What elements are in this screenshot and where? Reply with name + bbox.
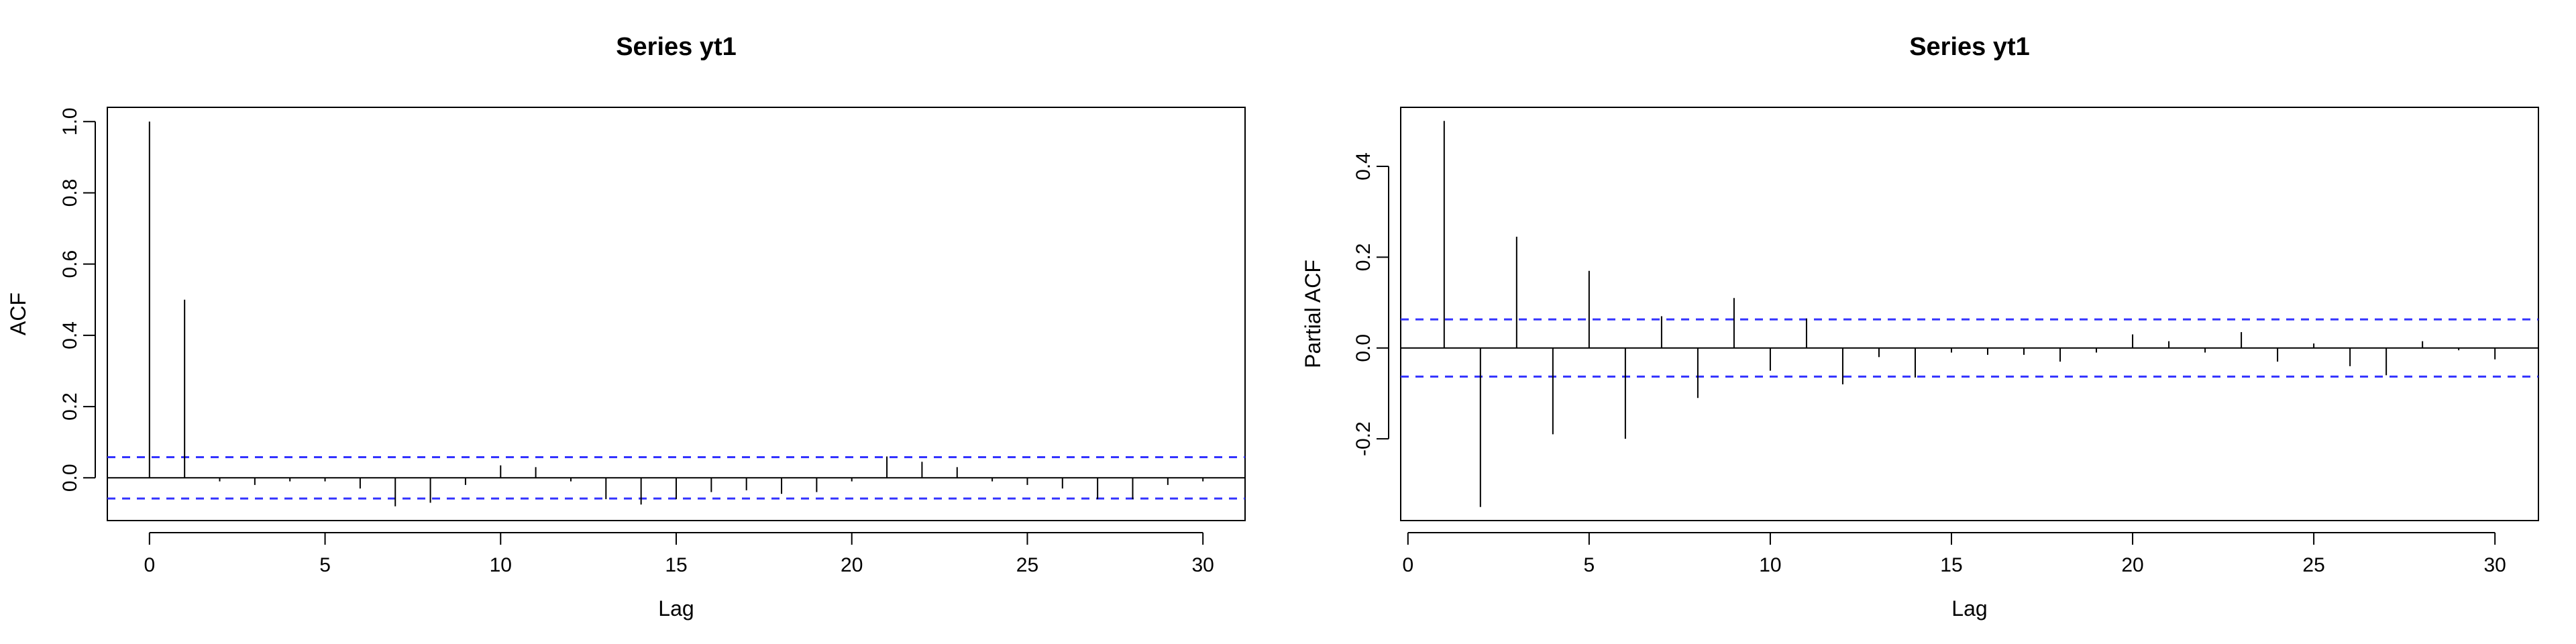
acf-x-tick-label: 10 <box>490 554 512 576</box>
pacf-y-tick-label: 0.0 <box>1352 334 1375 362</box>
pacf-panel: Series yt1 Lag Partial ACF 0 5 10 15 20 25 30 -… <box>1301 33 2539 621</box>
acf-x-tick-label: 25 <box>1016 554 1038 576</box>
pacf-x-tick-label: 20 <box>2121 554 2143 576</box>
acf-x-tick-label: 0 <box>144 554 155 576</box>
acf-x-axis-label: Lag <box>658 596 694 621</box>
pacf-y-tick-label: 0.4 <box>1352 152 1375 180</box>
acf-y-tick-label: 0.8 <box>59 179 81 207</box>
acf-y-tick-label: 0.2 <box>59 392 81 421</box>
acf-x-tick-label: 15 <box>665 554 687 576</box>
acf-y-tick-label: 0.4 <box>59 321 81 350</box>
acf-x-tick-label: 20 <box>841 554 863 576</box>
acf-plot-frame <box>107 107 1246 521</box>
pacf-x-tick-label: 5 <box>1584 554 1595 576</box>
acf-marks: 0 5 10 15 20 25 30 0.0 0.2 0.4 0.6 0.8 1.0 <box>59 107 1245 576</box>
pacf-marks: 0 5 10 15 20 25 30 -0.2 0.0 0.2 0.4 <box>1352 121 2538 576</box>
acf-y-tick-label: 1.0 <box>59 107 81 136</box>
pacf-y-axis-label: Partial ACF <box>1301 260 1325 368</box>
pacf-x-tick-label: 30 <box>2483 554 2506 576</box>
acf-x-tick-label: 5 <box>319 554 331 576</box>
acf-y-tick-label: 0.6 <box>59 250 81 278</box>
acf-y-axis-label: ACF <box>6 292 30 335</box>
pacf-x-tick-label: 10 <box>1759 554 1781 576</box>
pacf-x-tick-label: 0 <box>1402 554 1413 576</box>
acf-title: Series yt1 <box>616 33 737 61</box>
pacf-x-tick-label: 25 <box>2302 554 2324 576</box>
pacf-y-tick-label: -0.2 <box>1352 421 1375 456</box>
pacf-plot-frame <box>1400 107 2539 521</box>
acf-panel: Series yt1 Lag ACF 0 5 10 15 20 25 30 0.0 0.2 0.4… <box>6 33 1246 621</box>
pacf-x-tick-label: 15 <box>1940 554 1962 576</box>
pacf-y-tick-label: 0.2 <box>1352 244 1375 272</box>
acf-x-tick-label: 30 <box>1191 554 1214 576</box>
pacf-title: Series yt1 <box>1909 33 2030 61</box>
acf-y-tick-label: 0.0 <box>59 464 81 492</box>
pacf-x-axis-label: Lag <box>1951 596 1987 621</box>
